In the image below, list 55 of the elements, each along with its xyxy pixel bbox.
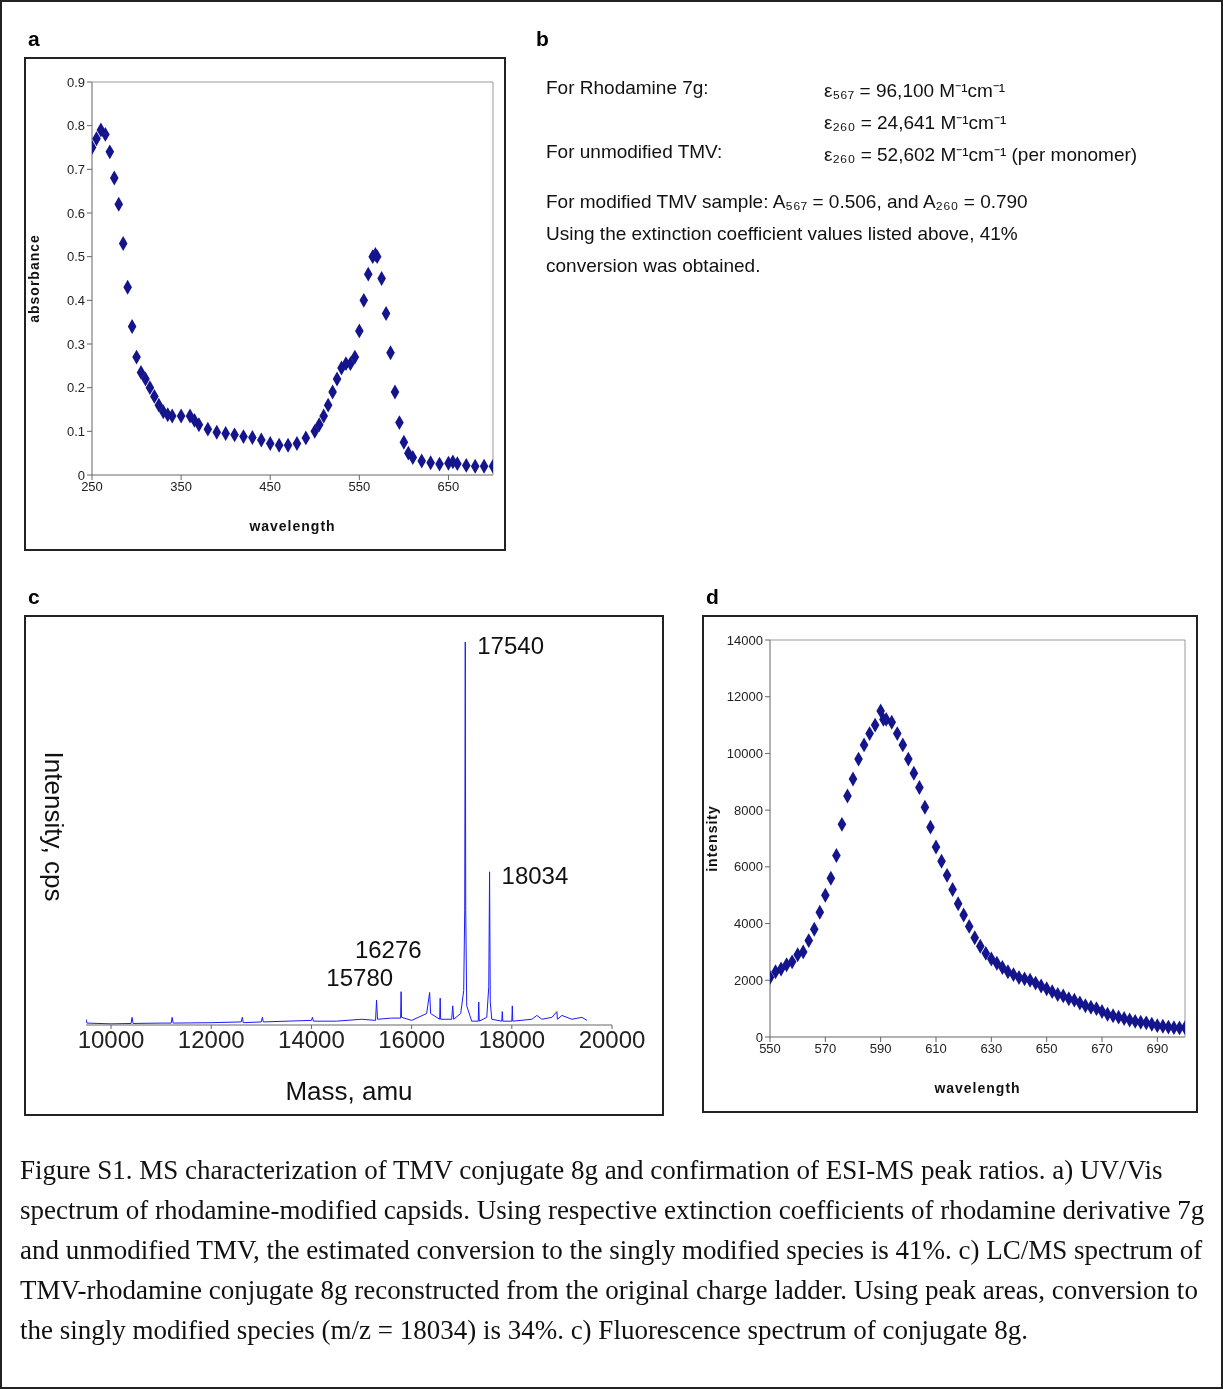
- annotation: 18034: [501, 861, 569, 889]
- y-tick-label: 0.7: [66, 161, 85, 177]
- chart-title: c: [28, 585, 41, 610]
- chart-title: a: [28, 27, 41, 52]
- x-tick-label: 18000: [478, 1026, 546, 1054]
- y-tick-label: 0.8: [66, 118, 85, 134]
- y-tick-label: 0.3: [66, 336, 85, 352]
- y-tick-label: 0.4: [66, 292, 85, 308]
- chart-title: d: [706, 585, 720, 610]
- y-tick-label: 10000: [726, 746, 763, 762]
- x-axis-title: Mass, amu: [285, 1076, 413, 1106]
- y-tick-label: 0.9: [66, 74, 85, 90]
- y-tick-label: 8000: [734, 802, 763, 818]
- annotation: 16276: [354, 936, 422, 964]
- text: ε₂₆₀ = 52,602 M⁻¹cm⁻¹ (per monomer): [824, 143, 1138, 167]
- x-tick-label: 590: [869, 1041, 892, 1057]
- y-tick-label: 0.2: [66, 380, 85, 396]
- x-tick-label: 450: [259, 479, 282, 495]
- text: ε₅₆₇ = 96,100 M⁻¹cm⁻¹: [824, 79, 1006, 103]
- x-tick-label: 690: [1146, 1041, 1169, 1057]
- text: For unmodified TMV:: [546, 141, 723, 163]
- text: Using the extinction coefficient values listed above, 41%: [546, 223, 1018, 245]
- y-tick-label: 0.1: [66, 423, 85, 439]
- x-tick-label: 630: [980, 1041, 1003, 1057]
- x-tick-label: 16000: [378, 1026, 445, 1054]
- y-tick-label: 6000: [734, 859, 763, 875]
- x-tick-label: 550: [348, 479, 371, 495]
- y-axis-title: absorbance: [25, 234, 42, 323]
- y-tick-label: 12000: [726, 689, 763, 705]
- x-tick-label: 650: [1035, 1041, 1058, 1057]
- y-tick-label: 4000: [734, 916, 763, 932]
- text: ε₂₆₀ = 24,641 M⁻¹cm⁻¹: [824, 111, 1007, 135]
- y-tick-label: 0.5: [66, 249, 85, 265]
- x-tick-label: 570: [814, 1041, 837, 1057]
- annotation: 15780: [326, 963, 394, 991]
- x-tick-label: 350: [170, 479, 192, 495]
- annotation: 17540: [477, 632, 545, 659]
- caption: Figure S1. MS characterization of TMV conjugate 8g and confirmation of ESI-MS peak ratios. a) UV/Vis spectrum of rhodamine-modified capsids. Using respective extinction coefficients of rhodamine derivative 7g and unmodified TMV, the estimated conversion to the singly modified species is 41%. c) LC/MS spectrum of TMV-rhodamine conjugate 8g reconstructed from the original charge ladder. Using peak areas, conversion to the singly modified species (m/z = 18034) is 34%. c) Fluorescence spectrum of conjugate 8g.: [20, 1154, 1206, 1347]
- x-tick-label: 12000: [177, 1026, 245, 1054]
- text: conversion was obtained.: [546, 255, 761, 277]
- y-axis-title: Intensity, cps: [38, 751, 70, 901]
- x-tick-label: 610: [925, 1041, 947, 1057]
- x-axis-title: wavelength: [248, 518, 336, 534]
- x-tick-label: 14000: [278, 1026, 345, 1054]
- text: For Rhodamine 7g:: [546, 77, 709, 99]
- y-tick-label: 14000: [726, 632, 763, 648]
- y-tick-label: 0.6: [66, 205, 85, 221]
- y-tick-label: 2000: [734, 972, 763, 988]
- text: For modified TMV sample: A₅₆₇ = 0.506, and A₂₆₀ = 0.790: [546, 191, 1028, 213]
- x-tick-label: 670: [1091, 1041, 1113, 1057]
- x-axis-title: wavelength: [933, 1080, 1021, 1096]
- text: b: [536, 27, 550, 52]
- x-tick-label: 20000: [578, 1026, 646, 1054]
- x-tick-label: 650: [437, 479, 460, 495]
- y-axis-title: intensity: [703, 805, 720, 872]
